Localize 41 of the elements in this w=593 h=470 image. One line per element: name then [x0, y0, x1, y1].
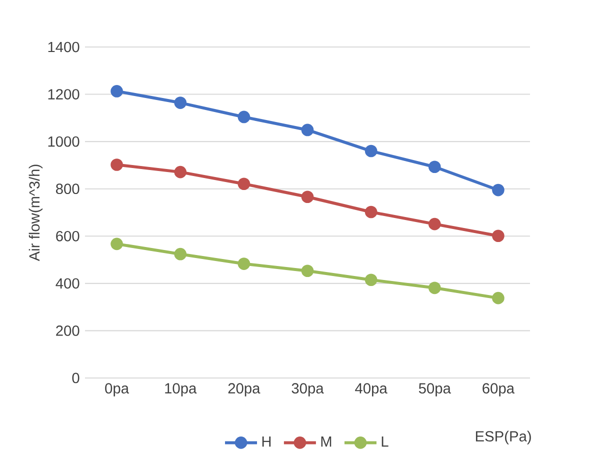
x-tick-label: 60pa	[482, 383, 515, 396]
x-tick-label: 40pa	[355, 383, 388, 396]
point	[301, 190, 314, 204]
y-tick-label: 1400	[48, 42, 80, 52]
x-axis-title: ESP(Pa)	[476, 430, 531, 444]
point	[238, 110, 250, 124]
y-tick-label: 1000	[48, 136, 80, 147]
x-tick-label: 30pa	[292, 383, 324, 396]
y-tick-label: 0	[72, 372, 80, 384]
point	[492, 184, 504, 196]
point	[364, 274, 378, 286]
y-tick-label: 1200	[48, 89, 80, 100]
point	[238, 258, 250, 270]
y-tick-label: 200	[56, 326, 80, 336]
point	[110, 158, 123, 171]
point	[174, 96, 187, 109]
point	[364, 206, 378, 218]
x-tick-label: 10pa	[165, 383, 197, 396]
point	[174, 166, 187, 178]
point	[428, 218, 441, 230]
point	[492, 230, 504, 242]
point	[492, 292, 504, 304]
y-tick-label: 600	[56, 230, 80, 242]
point	[428, 160, 441, 174]
point	[301, 264, 314, 278]
x-tick-label: 0pa	[105, 383, 130, 396]
point	[301, 124, 314, 136]
point	[238, 178, 250, 190]
point	[428, 282, 441, 294]
point	[110, 238, 123, 250]
y-axis-title: Air flow(m^3/h)	[28, 164, 43, 262]
legend-label: H	[262, 436, 271, 447]
x-tick-label: 20pa	[228, 383, 260, 396]
point	[364, 144, 378, 158]
legend-label: L	[382, 436, 388, 447]
y-tick-label: 800	[56, 184, 80, 194]
y-tick-label: 400	[56, 278, 80, 289]
x-tick-label: 50pa	[418, 383, 451, 396]
legend-label: M	[321, 436, 332, 447]
point	[110, 85, 123, 98]
point	[174, 248, 187, 260]
